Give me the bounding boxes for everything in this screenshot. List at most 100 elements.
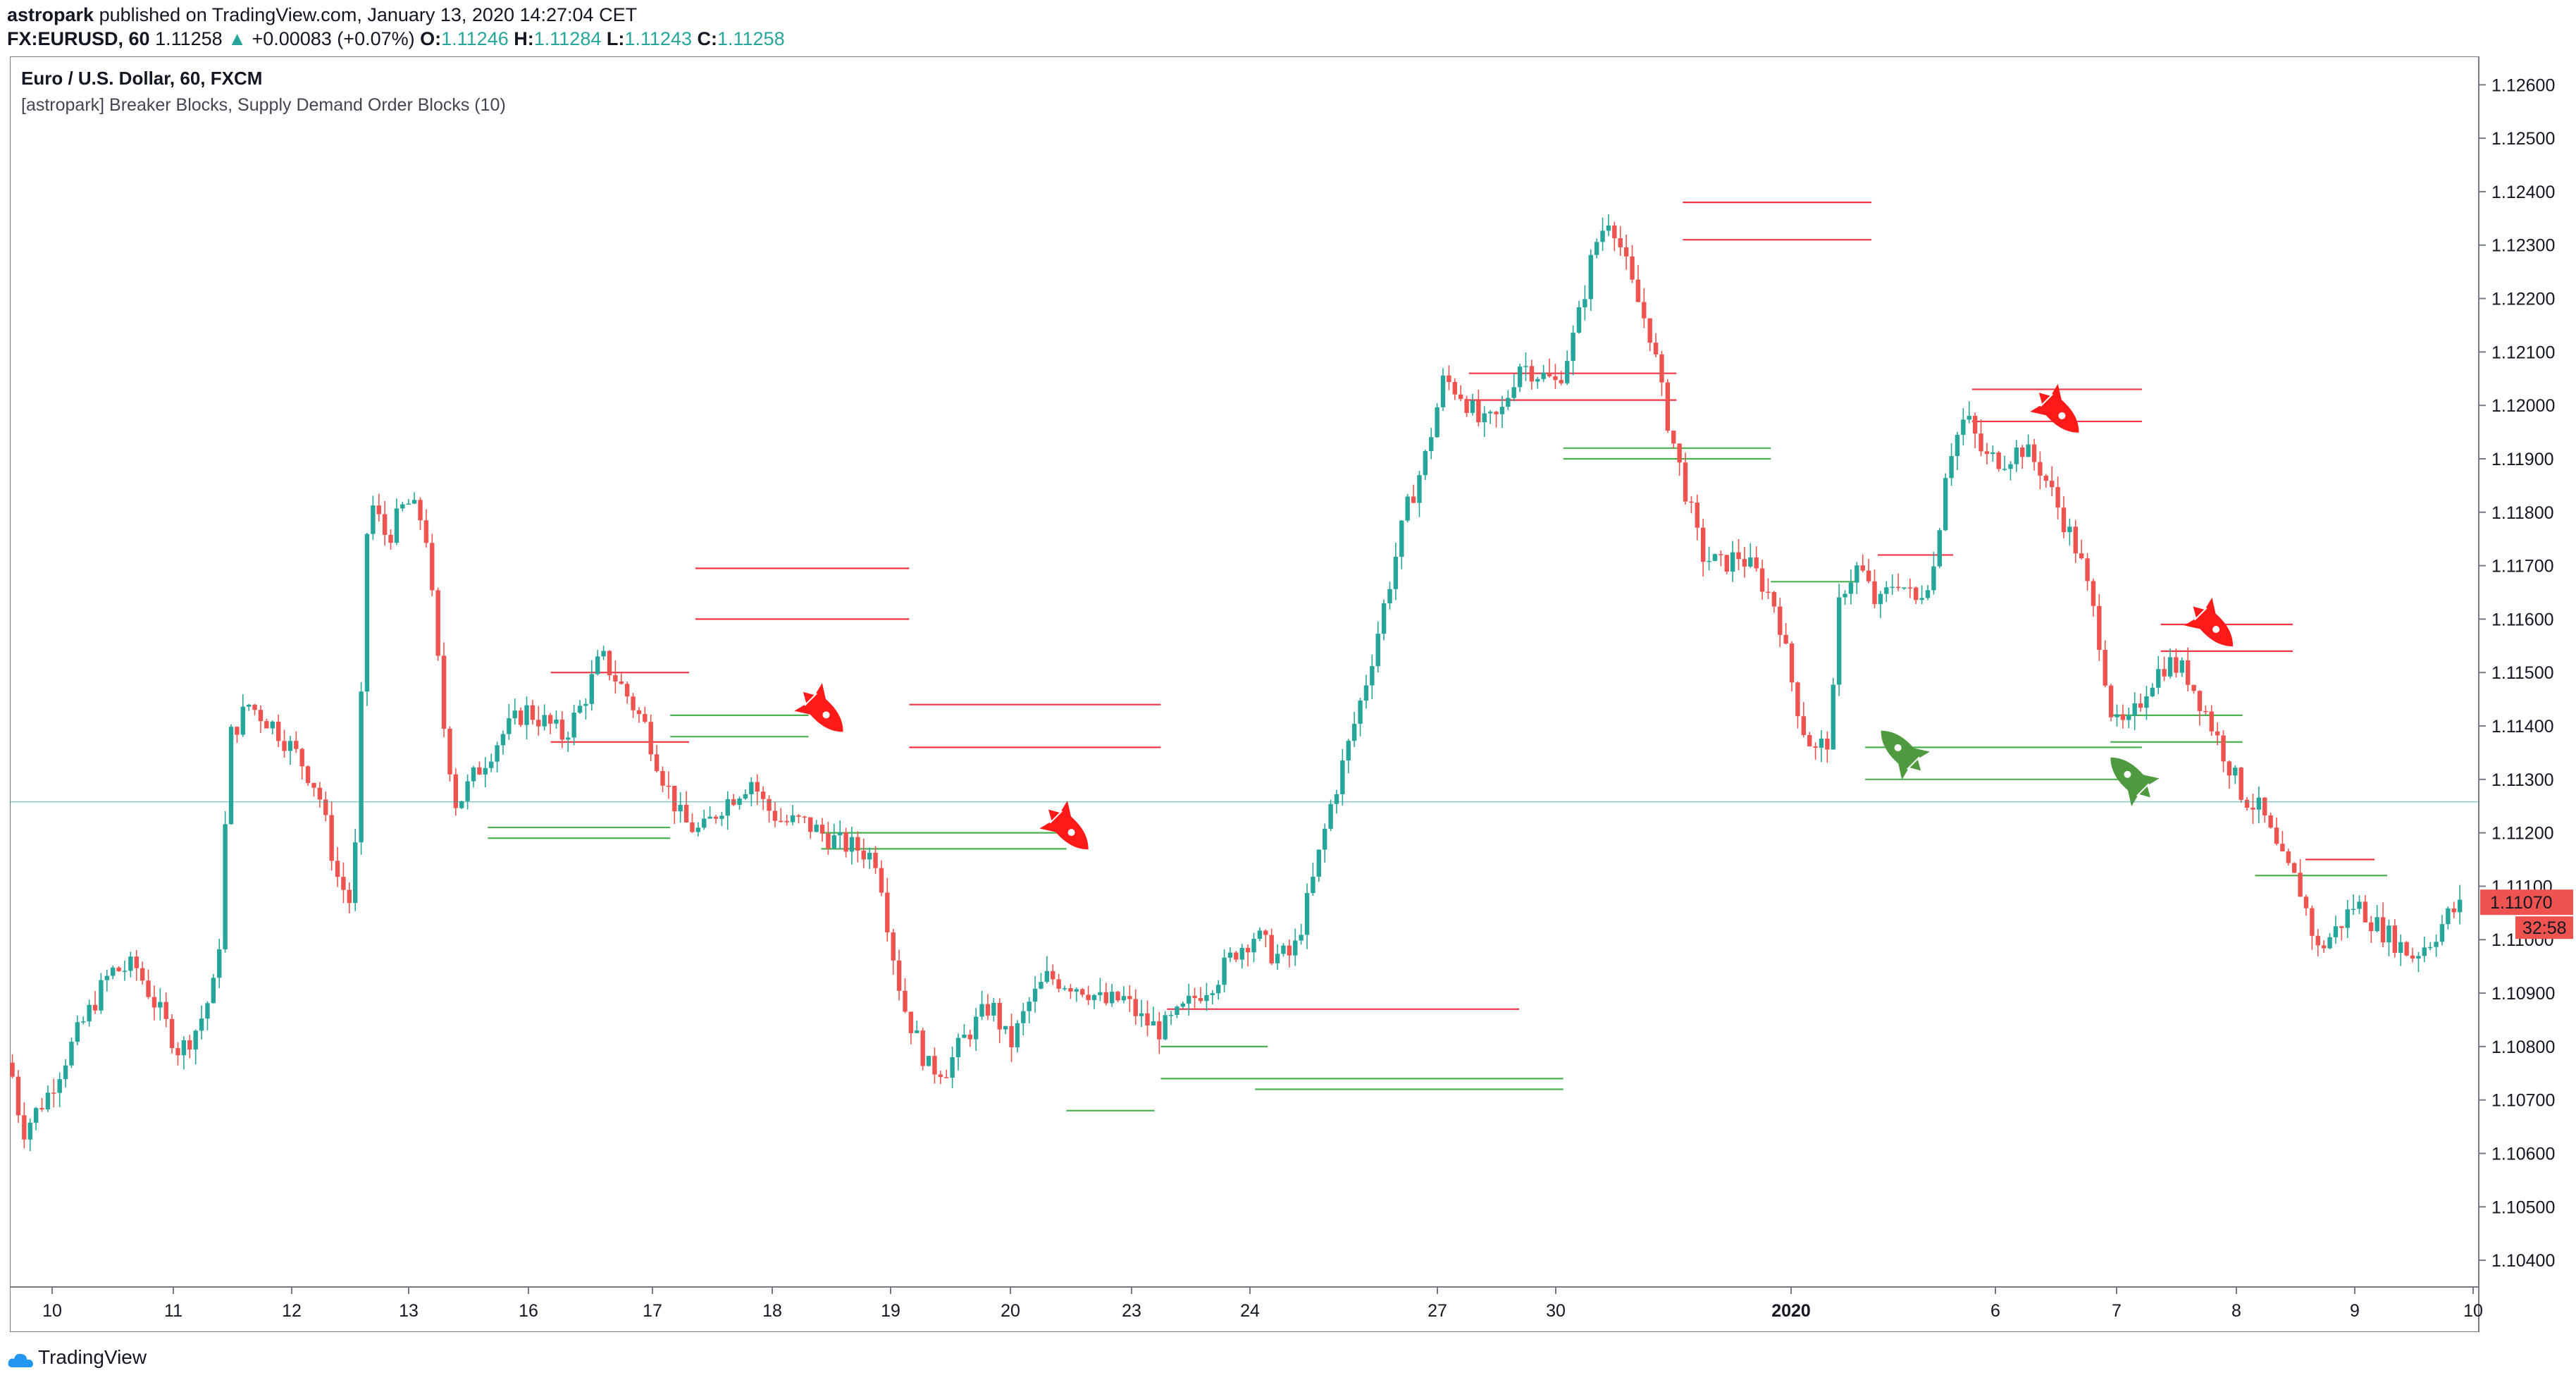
candle-body bbox=[1979, 433, 1983, 452]
x-tick-label: 6 bbox=[1990, 1301, 2000, 1321]
candle-body bbox=[1494, 412, 1499, 414]
candle-body bbox=[855, 837, 860, 851]
candle-body bbox=[359, 691, 364, 843]
candle-body bbox=[790, 815, 795, 823]
candle-body bbox=[643, 714, 648, 722]
candle-body bbox=[566, 737, 571, 740]
candle-body bbox=[1766, 591, 1771, 593]
candle-body bbox=[903, 990, 908, 1012]
candle-body bbox=[1429, 437, 1434, 451]
candle-body bbox=[2280, 844, 2285, 852]
candle-body bbox=[1269, 935, 1274, 963]
candle-body bbox=[1351, 723, 1357, 741]
candle-body bbox=[938, 1074, 943, 1078]
publisher-name[interactable]: astropark bbox=[7, 4, 94, 25]
candle-body bbox=[1630, 256, 1635, 280]
y-axis[interactable]: 1.12600 1.12500 1.12400 1.12300 1.12200 1.121… bbox=[2479, 75, 2555, 1271]
candle-body bbox=[1529, 366, 1535, 382]
candle-body bbox=[583, 703, 588, 706]
close-label: C: bbox=[697, 28, 718, 49]
candle-body bbox=[1293, 940, 1298, 956]
legend-indicator[interactable]: [astropark] Breaker Blocks, Supply Deman… bbox=[21, 95, 506, 115]
candle-body bbox=[33, 1108, 39, 1123]
candle-body bbox=[1021, 1011, 1026, 1023]
candle-body bbox=[577, 706, 583, 713]
y-tick-label: 1.11200 bbox=[2491, 824, 2554, 844]
y-tick-label: 1.11300 bbox=[2491, 770, 2554, 790]
candle-body bbox=[985, 1004, 991, 1016]
candle-body bbox=[495, 745, 500, 762]
candle-body bbox=[2050, 481, 2055, 488]
candle-body bbox=[1103, 992, 1108, 1004]
candle-body bbox=[1967, 416, 1971, 420]
candle-body bbox=[2197, 691, 2203, 711]
candle-body bbox=[973, 1016, 979, 1040]
candle-body bbox=[2386, 925, 2391, 943]
candle-body bbox=[808, 817, 813, 832]
candle-body bbox=[1470, 400, 1475, 413]
candle-body bbox=[1251, 939, 1256, 953]
candle-body bbox=[849, 837, 855, 852]
footer-logo-text[interactable]: TradingView bbox=[38, 1346, 147, 1368]
chart-area[interactable]: Euro / U.S. Dollar, 60, FXCM [astropark]… bbox=[10, 56, 2573, 1332]
candle-body bbox=[1736, 552, 1741, 560]
candle-body bbox=[779, 820, 784, 823]
candle-body bbox=[104, 975, 110, 980]
rocket-down-icon bbox=[794, 683, 843, 732]
candle-body bbox=[867, 852, 872, 860]
candle-body bbox=[1943, 478, 1948, 531]
candle-body bbox=[796, 815, 801, 817]
candle-body bbox=[2446, 908, 2451, 925]
x-tick-label: 20 bbox=[1001, 1301, 1020, 1321]
ohlc-line: FX:EURUSD, 60 1.11258 ▲ +0.00083 (+0.07%… bbox=[7, 28, 785, 50]
y-tick-label: 1.10900 bbox=[2491, 984, 2555, 1004]
candle-body bbox=[1393, 556, 1399, 589]
candle-body bbox=[1311, 876, 1315, 894]
candle-body bbox=[2357, 901, 2362, 909]
x-tick-label: 8 bbox=[2231, 1301, 2241, 1321]
candle-body bbox=[559, 719, 565, 740]
candle-body bbox=[1789, 643, 1795, 683]
candle-body bbox=[2138, 703, 2143, 708]
candle-body bbox=[2439, 924, 2445, 942]
candle-body bbox=[1227, 952, 1233, 958]
y-tick-label: 1.10600 bbox=[2491, 1144, 2555, 1164]
candle-body bbox=[240, 706, 245, 735]
candle-body bbox=[2233, 768, 2238, 776]
x-tick-label: 27 bbox=[1428, 1301, 1447, 1321]
candle-body bbox=[1044, 971, 1050, 982]
candle-body bbox=[299, 748, 304, 767]
candle-body bbox=[2410, 955, 2415, 959]
signal-markers bbox=[794, 383, 2234, 850]
candle-body bbox=[908, 1011, 914, 1033]
candle-body bbox=[1121, 996, 1127, 1001]
candle-body bbox=[158, 1002, 163, 1008]
candle-body bbox=[1606, 226, 1611, 231]
candle-body bbox=[1381, 603, 1387, 634]
y-tick-label: 1.11500 bbox=[2491, 663, 2554, 683]
x-tick-label: 12 bbox=[282, 1301, 302, 1321]
candle-body bbox=[423, 520, 429, 543]
candle-body bbox=[1647, 318, 1652, 343]
candle-body bbox=[45, 1092, 51, 1110]
close-value: 1.11258 bbox=[717, 28, 785, 49]
candle-body bbox=[979, 1004, 984, 1017]
candle-body bbox=[16, 1076, 21, 1116]
rocket-down-icon bbox=[2030, 383, 2079, 433]
candle-body bbox=[1027, 1002, 1032, 1011]
candle-body bbox=[1405, 496, 1410, 521]
candle-body bbox=[660, 770, 665, 786]
x-axis[interactable]: 10 11 12 13 16 17 18 19 20 23 24 27 30 2020 6 7 8 9 10 bbox=[42, 1287, 2483, 1321]
candle-body bbox=[264, 721, 269, 729]
candle-body bbox=[1009, 1025, 1014, 1047]
high-label: H: bbox=[514, 28, 534, 49]
candle-body bbox=[2221, 735, 2226, 762]
candle-body bbox=[1565, 361, 1570, 383]
candle-body bbox=[2203, 710, 2208, 713]
chart-svg[interactable]: Euro / U.S. Dollar, 60, FXCM [astropark]… bbox=[10, 56, 2576, 1332]
candle-body bbox=[400, 504, 405, 509]
candle-body bbox=[1145, 1013, 1150, 1025]
candle-body bbox=[2209, 711, 2214, 732]
candle-body bbox=[2315, 935, 2320, 946]
candle-body bbox=[294, 741, 299, 749]
